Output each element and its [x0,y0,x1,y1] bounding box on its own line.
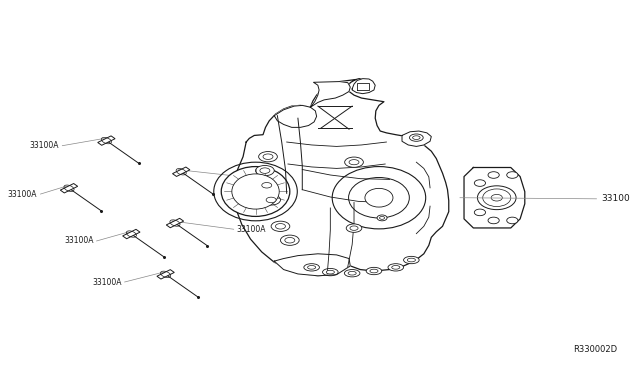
Ellipse shape [377,215,387,221]
Ellipse shape [491,195,502,201]
Polygon shape [157,270,174,279]
Ellipse shape [344,270,360,277]
Ellipse shape [349,160,359,165]
Polygon shape [123,229,140,239]
Ellipse shape [348,272,356,275]
Polygon shape [166,218,184,228]
Ellipse shape [304,264,319,271]
Text: R330002D: R330002D [573,344,617,353]
Ellipse shape [349,177,410,218]
Ellipse shape [323,269,338,276]
Text: 33100A: 33100A [237,225,266,234]
Ellipse shape [507,172,518,178]
Ellipse shape [263,154,273,160]
Ellipse shape [257,180,276,190]
Ellipse shape [410,134,423,141]
Ellipse shape [271,221,290,231]
Ellipse shape [326,270,334,274]
Polygon shape [173,167,190,176]
Text: 33100A: 33100A [246,172,276,181]
Text: 33100A: 33100A [92,278,122,286]
Polygon shape [356,83,369,90]
Ellipse shape [255,166,274,176]
Ellipse shape [308,266,316,269]
Ellipse shape [370,269,378,273]
Polygon shape [310,81,350,107]
Polygon shape [234,78,449,276]
Ellipse shape [346,224,362,232]
Ellipse shape [262,195,280,205]
Polygon shape [98,136,115,145]
Ellipse shape [507,217,518,224]
Ellipse shape [221,167,290,217]
Text: 33100: 33100 [602,194,630,203]
Ellipse shape [407,258,415,262]
Ellipse shape [413,136,420,140]
Ellipse shape [260,168,270,173]
Text: 33100A: 33100A [64,237,93,246]
Text: 33100A: 33100A [29,141,59,150]
Ellipse shape [332,167,426,229]
Polygon shape [274,254,350,276]
Text: 33100A: 33100A [8,190,37,199]
Ellipse shape [477,186,516,210]
Polygon shape [464,167,525,228]
Ellipse shape [488,172,499,178]
Ellipse shape [388,264,404,271]
Ellipse shape [474,180,486,186]
Ellipse shape [488,217,499,224]
Ellipse shape [350,226,358,230]
Ellipse shape [345,157,364,167]
Ellipse shape [404,256,419,264]
Polygon shape [274,105,317,127]
Ellipse shape [266,197,276,203]
Ellipse shape [259,151,277,162]
Ellipse shape [474,209,486,216]
Ellipse shape [483,189,511,206]
Ellipse shape [380,217,385,219]
Polygon shape [402,131,431,147]
Ellipse shape [365,188,393,207]
Ellipse shape [366,267,381,275]
Ellipse shape [392,266,400,269]
Ellipse shape [275,224,285,229]
Ellipse shape [232,174,279,209]
Polygon shape [60,183,77,193]
Polygon shape [352,78,375,94]
Ellipse shape [285,237,295,243]
Ellipse shape [262,183,272,188]
Ellipse shape [280,235,299,246]
